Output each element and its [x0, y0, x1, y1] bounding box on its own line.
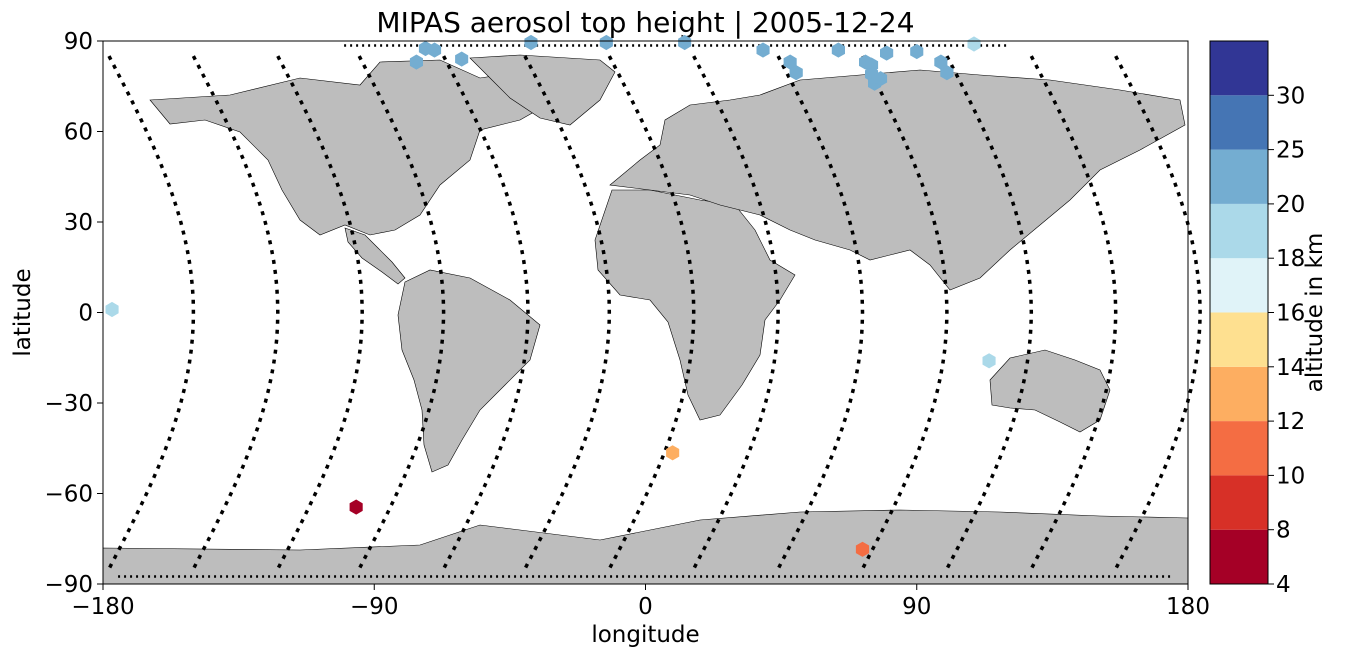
chart-title: MIPAS aerosol top height | 2005-12-24 [376, 6, 914, 39]
colorbar-segment [1210, 366, 1268, 422]
land-north-america [149, 59, 561, 236]
orbit-track [442, 55, 530, 570]
orbit-track [776, 55, 865, 570]
land-south-america [397, 269, 541, 473]
data-point [666, 445, 680, 461]
data-point [349, 499, 363, 515]
data-point [455, 51, 469, 67]
data-point [789, 65, 803, 81]
colorbar-segment [1210, 421, 1268, 476]
data-point [409, 54, 423, 70]
orbit-track [1029, 55, 1118, 570]
y-tick-label: −30 [44, 391, 93, 417]
colorbar-tick-label: 30 [1276, 83, 1305, 109]
colorbar-segment [1210, 475, 1268, 530]
data-point [831, 42, 845, 58]
orbit-track [945, 55, 1034, 570]
data-point [880, 45, 894, 61]
y-axis-ticks: −90 −60 −30 0 30 60 90 [44, 29, 103, 598]
land-australia [989, 349, 1111, 433]
land-africa [594, 189, 796, 421]
colorbar-tick-label: 8 [1276, 518, 1291, 544]
land-masses [102, 54, 1189, 585]
colorbar-tick-label: 12 [1276, 409, 1305, 435]
colorbar-segment [1210, 41, 1268, 96]
y-tick-label: −90 [44, 572, 93, 598]
colorbar-label: altitude in km [1302, 233, 1328, 393]
data-points [105, 34, 996, 557]
data-point [967, 36, 981, 52]
orbit-track [1114, 55, 1202, 570]
colorbar-tick-label: 10 [1276, 463, 1305, 489]
y-tick-label: 0 [78, 301, 93, 327]
data-point [982, 353, 996, 369]
orbit-tracks [107, 44, 1202, 578]
land-eurasia [609, 69, 1186, 291]
y-tick-label: 30 [64, 210, 93, 236]
colorbar-tick-label: 20 [1276, 192, 1305, 218]
data-point [756, 42, 770, 58]
data-point [940, 65, 954, 81]
x-tick-label: 0 [638, 594, 653, 620]
data-point [524, 34, 538, 51]
colorbar [1209, 40, 1269, 585]
x-axis-label: longitude [591, 622, 699, 648]
y-axis-label: latitude [10, 268, 36, 356]
y-tick-label: −60 [44, 482, 93, 508]
y-tick-label: 60 [64, 120, 93, 146]
data-point [855, 541, 870, 557]
x-tick-label: −180 [71, 594, 134, 620]
orbit-track [860, 55, 949, 570]
orbit-track [692, 55, 780, 570]
plot-area [102, 34, 1202, 585]
y-tick-label: 90 [64, 29, 93, 55]
data-point [678, 34, 692, 51]
data-point [874, 71, 888, 87]
colorbar-segment [1210, 149, 1268, 204]
x-tick-label: −90 [350, 594, 399, 620]
colorbar-tick-label: 4 [1276, 572, 1291, 598]
data-point [105, 301, 119, 318]
colorbar-tick-label: 14 [1276, 355, 1305, 381]
colorbar-segment [1210, 95, 1268, 150]
x-tick-label: 180 [1166, 594, 1210, 620]
colorbar-ticks: 4 8 10 12 14 16 18 20 25 30 [1268, 83, 1305, 598]
x-axis-ticks: −180 −90 0 90 180 [71, 584, 1210, 620]
colorbar-tick-label: 18 [1276, 246, 1305, 272]
colorbar-segment [1210, 203, 1268, 259]
land-greenland [469, 54, 616, 126]
data-point [910, 44, 924, 60]
orbit-track [357, 55, 446, 570]
data-point [599, 34, 613, 51]
colorbar-segment [1210, 258, 1268, 313]
orbit-track [107, 55, 196, 570]
colorbar-tick-label: 25 [1276, 138, 1305, 164]
orbit-track [607, 55, 696, 570]
orbit-track [191, 55, 280, 570]
colorbar-segment [1210, 529, 1268, 584]
colorbar-segment [1210, 312, 1268, 367]
land-central-america [344, 227, 406, 285]
orbit-track [523, 55, 612, 570]
orbit-track [276, 55, 364, 570]
x-tick-label: 90 [902, 594, 931, 620]
colorbar-tick-label: 16 [1276, 301, 1305, 327]
data-point [428, 42, 442, 58]
